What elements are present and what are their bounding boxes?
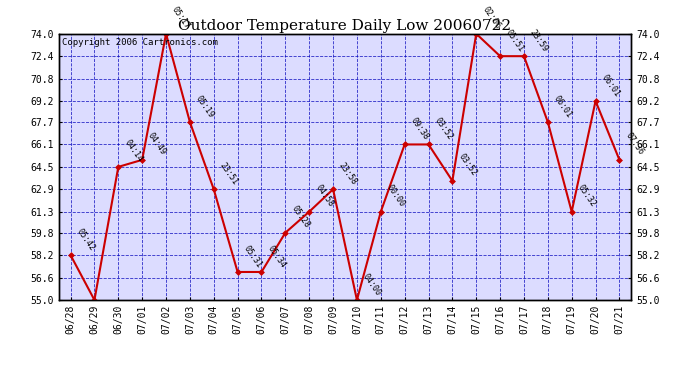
Text: 03:52: 03:52 [433, 116, 455, 142]
Text: 07:36: 07:36 [624, 132, 645, 157]
Text: 04:58: 04:58 [313, 183, 335, 209]
Text: 05:17: 05:17 [170, 5, 192, 31]
Text: 05:31: 05:31 [241, 243, 264, 269]
Text: 06:01: 06:01 [552, 94, 573, 119]
Text: 00:00: 00:00 [385, 183, 406, 209]
Text: 04:49: 04:49 [146, 132, 168, 157]
Text: 05:42: 05:42 [75, 227, 97, 252]
Text: 03:52: 03:52 [457, 153, 478, 178]
Text: 02:06: 02:06 [480, 5, 502, 31]
Text: 05:51: 05:51 [504, 28, 526, 53]
Text: Copyright 2006 Cartronics.com: Copyright 2006 Cartronics.com [61, 38, 217, 47]
Text: 05:28: 05:28 [290, 204, 311, 230]
Text: 23:59: 23:59 [528, 28, 550, 53]
Text: 23:58: 23:58 [337, 161, 359, 186]
Text: 05:19: 05:19 [194, 94, 216, 119]
Text: 06:01: 06:01 [600, 73, 622, 98]
Text: 09:38: 09:38 [408, 116, 431, 142]
Text: 05:32: 05:32 [576, 183, 598, 209]
Text: 05:34: 05:34 [266, 243, 287, 269]
Text: 23:51: 23:51 [218, 161, 239, 186]
Title: Outdoor Temperature Daily Low 20060722: Outdoor Temperature Daily Low 20060722 [179, 19, 511, 33]
Text: 04:14: 04:14 [122, 138, 144, 164]
Text: 04:00: 04:00 [361, 272, 383, 297]
